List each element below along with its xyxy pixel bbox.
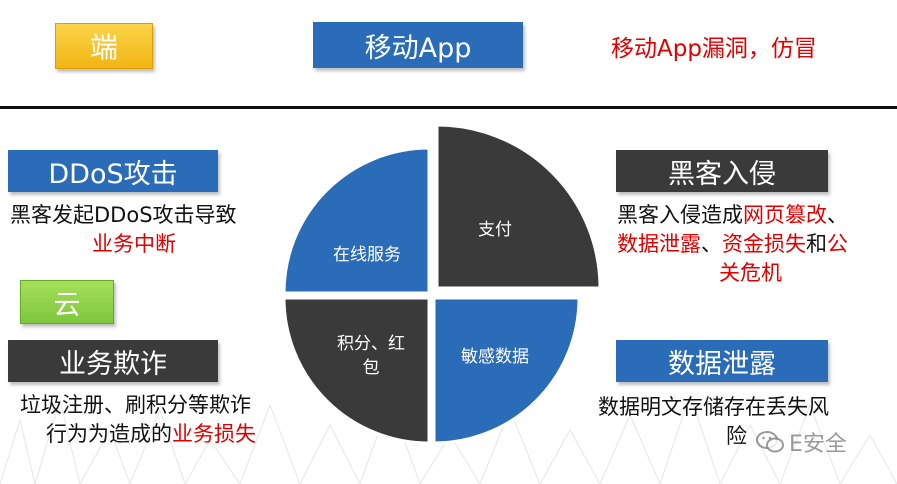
intrusion-red-1: 网页篡改: [743, 203, 827, 227]
security-pie-diagram: [282, 123, 602, 445]
end-tag: 端: [55, 23, 153, 69]
intrusion-description: 黑客入侵造成网页篡改、 数据泄露、资金损失和公 关危机: [617, 201, 897, 288]
intrusion-red-4b: 关危机: [719, 261, 782, 285]
leak-text-line-1: 数据明文存储存在丢失风: [598, 395, 829, 419]
pie-label-points-redpacket: 积分、红 包: [331, 332, 411, 380]
mobile-app-note: 移动App漏洞，仿冒: [611, 36, 817, 62]
leak-tag: 数据泄露: [616, 340, 828, 382]
pie-segment-sensitive-data: [432, 296, 581, 445]
ddos-tag: DDoS攻击: [8, 150, 218, 192]
mobile-app-title-label: 移动App: [364, 32, 472, 64]
watermark: E安全: [755, 426, 847, 458]
leak-tag-label: 数据泄露: [668, 348, 776, 380]
intrusion-sep-2: 、: [701, 232, 722, 256]
pie-segment-online-service: [282, 146, 431, 295]
intrusion-red-3: 资金损失: [722, 232, 806, 256]
ddos-tag-label: DDoS攻击: [48, 158, 178, 190]
pie-segment-points-redpacket: [282, 296, 431, 445]
cloud-tag: 云: [20, 280, 114, 324]
ddos-text-red: 业务中断: [92, 232, 176, 256]
pie-segment-payment: [435, 123, 602, 290]
pie-label-points-line-1: 积分、红: [337, 334, 405, 354]
fraud-text-red: 业务损失: [172, 422, 256, 446]
pie-label-sensitive-data: 敏感数据: [461, 347, 529, 367]
leak-text-line-2: 险: [726, 424, 747, 448]
intrusion-and: 和: [806, 232, 827, 256]
cloud-tag-label: 云: [53, 289, 81, 321]
fraud-text-line-1: 垃圾注册、刷积分等欺诈: [20, 393, 251, 417]
intrusion-tag-label: 黑客入侵: [668, 158, 776, 190]
end-tag-label: 端: [89, 31, 118, 64]
fraud-description: 垃圾注册、刷积分等欺诈 行为为造成的业务损失: [20, 391, 310, 449]
intrusion-tag: 黑客入侵: [616, 150, 828, 192]
ddos-text-line-1: 黑客发起DDoS攻击导致: [10, 203, 237, 227]
intrusion-red-4a: 公: [827, 232, 848, 256]
ddos-description: 黑客发起DDoS攻击导致 业务中断: [10, 201, 295, 259]
fraud-tag-label: 业务欺诈: [59, 348, 167, 380]
pie-label-payment: 支付: [478, 220, 512, 240]
intrusion-sep-1: 、: [827, 203, 848, 227]
pie-label-points-line-2: 包: [362, 358, 380, 378]
leak-description: 数据明文存储存在丢失风 险: [598, 393, 888, 451]
header-divider: [0, 106, 897, 109]
intrusion-red-2: 数据泄露: [617, 232, 701, 256]
intrusion-text-1: 黑客入侵造成: [617, 203, 743, 227]
fraud-text-line-2: 行为为造成的: [46, 422, 172, 446]
pie-label-online-service: 在线服务: [333, 245, 401, 265]
watermark-text: E安全: [789, 432, 847, 457]
fraud-tag: 业务欺诈: [8, 340, 218, 382]
mobile-app-title: 移动App: [313, 22, 523, 68]
wechat-icon: [756, 431, 784, 453]
